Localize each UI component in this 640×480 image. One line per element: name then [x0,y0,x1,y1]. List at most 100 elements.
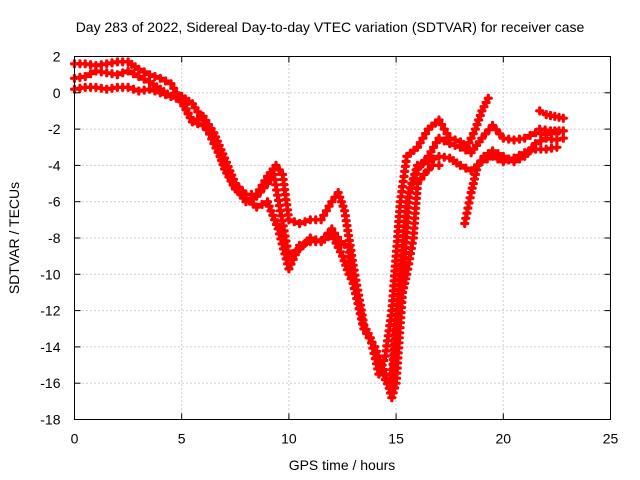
plus-marker [364,333,374,343]
plus-marker [558,126,568,136]
plus-marker [423,165,433,175]
plus-marker [270,215,280,225]
plus-marker [477,133,487,143]
plus-marker [300,238,310,248]
plus-marker [412,160,423,170]
plus-marker [421,129,431,139]
plus-marker [118,68,128,78]
plus-marker [324,201,334,211]
plus-marker [134,71,144,82]
plus-marker [128,84,139,94]
plus-marker [166,79,176,89]
plus-marker [319,210,329,220]
series-line [463,136,565,226]
plus-marker [439,124,449,134]
plus-marker [493,149,503,159]
plus-marker [257,199,267,209]
plus-marker [300,217,310,227]
plus-marker [461,163,471,173]
y-tick-label: -18 [40,412,60,428]
plus-marker [359,324,369,334]
plus-marker [429,154,439,164]
plus-marker [434,115,444,125]
y-tick-label: -2 [48,121,61,137]
plus-marker [491,125,501,135]
plus-marker [123,66,133,76]
plus-marker [193,119,203,129]
plus-marker [169,83,179,93]
series-track-1 [69,57,493,379]
plus-marker [514,154,524,164]
x-tick-label: 25 [603,431,619,447]
plus-marker [527,143,537,153]
plus-marker [284,264,294,274]
plus-marker [530,139,541,149]
series-track-4 [380,160,444,397]
x-tick-label: 10 [281,431,297,447]
plus-marker [558,133,568,143]
plus-marker [155,73,165,83]
plus-marker [412,178,423,189]
plus-marker [155,88,165,98]
plus-marker [295,218,305,229]
plus-marker [290,250,300,260]
plus-marker [429,142,439,152]
plus-marker [418,159,428,169]
plus-marker [439,136,449,146]
plus-marker [523,147,533,157]
plus-marker [112,70,122,80]
plus-marker [288,254,298,264]
y-tick-label: 0 [53,85,61,101]
plus-marker [295,240,305,250]
plus-marker [495,129,505,139]
plus-marker [205,129,215,139]
plus-marker [286,259,296,269]
series-track-2 [69,66,562,385]
plus-marker [362,328,372,338]
y-tick-label: -10 [40,266,60,282]
plus-marker [552,135,562,145]
plus-marker [480,129,490,139]
plus-marker [161,90,171,100]
x-tick-label: 0 [71,431,79,447]
plus-marker [187,117,197,127]
grid [74,56,611,420]
y-axis-label: SDTVAR / TECUs [6,182,22,294]
y-tick-label: -6 [48,194,61,210]
plus-marker [558,113,568,123]
x-axis-label: GPS time / hours [289,457,396,473]
data-series [69,57,568,403]
plus-marker [423,157,433,167]
series-track-6 [535,106,568,123]
x-tick-label: 20 [496,431,512,447]
plus-marker [252,191,262,201]
series-track-7 [535,124,568,136]
plus-marker [321,206,331,216]
plus-marker [139,67,149,77]
plus-marker [434,160,444,170]
series-line [72,69,559,382]
plus-marker [434,133,444,143]
plus-marker [289,217,299,227]
y-tick-label: -16 [40,375,60,391]
plus-marker [418,133,428,143]
plus-marker [442,129,452,139]
plus-marker [455,160,465,170]
series-track-3 [69,82,562,403]
plus-marker [346,274,356,284]
plus-marker [255,187,265,197]
y-tick-label: -8 [48,230,61,246]
plus-marker [161,76,171,86]
x-tick-labels: 0 5 10 15 20 25 [71,431,619,447]
plus-marker [476,156,486,166]
x-tick-label: 15 [388,431,404,447]
plus-marker [123,82,133,92]
plus-marker [415,138,425,148]
plus-marker [202,125,212,135]
plus-marker [426,147,436,157]
plus-marker [166,91,176,101]
plus-marker [150,86,160,96]
y-tick-labels: 2 0 -2 -4 -6 -8 -10 -12 -14 -16 -18 [40,49,60,428]
plus-marker [525,130,535,141]
